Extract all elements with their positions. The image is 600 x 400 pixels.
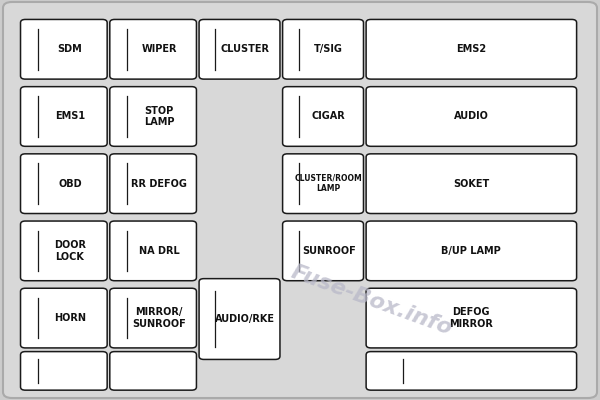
Text: MIRROR/
SUNROOF: MIRROR/ SUNROOF (133, 307, 186, 329)
FancyBboxPatch shape (366, 288, 577, 348)
FancyBboxPatch shape (110, 352, 196, 390)
Text: DOOR
LOCK: DOOR LOCK (54, 240, 86, 262)
FancyBboxPatch shape (20, 352, 107, 390)
FancyBboxPatch shape (366, 154, 577, 214)
Text: EMS1: EMS1 (55, 112, 85, 122)
FancyBboxPatch shape (199, 279, 280, 360)
Text: DEFOG
MIRROR: DEFOG MIRROR (449, 307, 493, 329)
Text: WIPER: WIPER (142, 44, 177, 54)
FancyBboxPatch shape (283, 20, 364, 79)
Text: RR DEFOG: RR DEFOG (131, 179, 187, 189)
FancyBboxPatch shape (3, 2, 597, 398)
FancyBboxPatch shape (366, 20, 577, 79)
Text: CIGAR: CIGAR (312, 112, 346, 122)
FancyBboxPatch shape (283, 87, 364, 146)
Text: STOP
LAMP: STOP LAMP (144, 106, 175, 127)
FancyBboxPatch shape (366, 352, 577, 390)
Text: Fuse-Box.info: Fuse-Box.info (289, 262, 455, 338)
Text: EMS2: EMS2 (456, 44, 487, 54)
FancyBboxPatch shape (199, 20, 280, 79)
Text: HORN: HORN (54, 313, 86, 323)
Text: T/SIG: T/SIG (314, 44, 343, 54)
FancyBboxPatch shape (283, 154, 364, 214)
FancyBboxPatch shape (20, 154, 107, 214)
FancyBboxPatch shape (110, 87, 196, 146)
FancyBboxPatch shape (366, 221, 577, 281)
Text: SUNROOF: SUNROOF (302, 246, 356, 256)
Text: OBD: OBD (58, 179, 82, 189)
Text: SOKET: SOKET (453, 179, 490, 189)
FancyBboxPatch shape (20, 20, 107, 79)
FancyBboxPatch shape (110, 20, 196, 79)
Text: AUDIO/RKE: AUDIO/RKE (215, 314, 275, 324)
Text: SDM: SDM (58, 44, 82, 54)
Text: CLUSTER/ROOM
LAMP: CLUSTER/ROOM LAMP (295, 174, 362, 193)
FancyBboxPatch shape (110, 288, 196, 348)
Text: AUDIO: AUDIO (454, 112, 489, 122)
Text: NA DRL: NA DRL (139, 246, 179, 256)
FancyBboxPatch shape (110, 154, 196, 214)
FancyBboxPatch shape (20, 288, 107, 348)
FancyBboxPatch shape (283, 221, 364, 281)
Text: CLUSTER: CLUSTER (221, 44, 270, 54)
FancyBboxPatch shape (110, 221, 196, 281)
FancyBboxPatch shape (366, 87, 577, 146)
FancyBboxPatch shape (20, 221, 107, 281)
FancyBboxPatch shape (20, 87, 107, 146)
Text: B/UP LAMP: B/UP LAMP (442, 246, 501, 256)
